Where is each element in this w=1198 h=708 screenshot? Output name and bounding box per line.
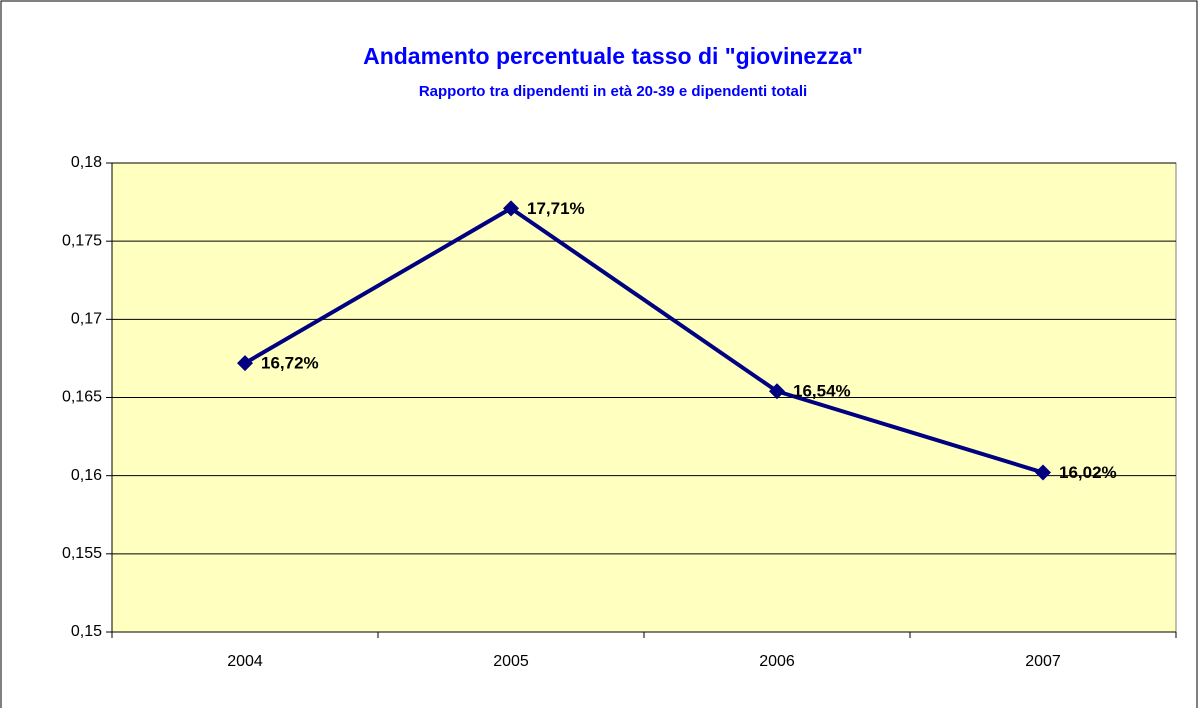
y-tick-label: 0,165 (62, 389, 102, 406)
data-marker (503, 200, 519, 217)
data-label: 16,72% (261, 354, 319, 373)
data-label: 16,54% (793, 382, 851, 401)
data-line (243, 206, 1044, 475)
y-tick-label: 0,16 (71, 467, 102, 484)
data-marker (769, 383, 785, 400)
data-label: 16,02% (1059, 463, 1117, 482)
y-tick-label: 0,155 (62, 545, 102, 562)
chart-subtitle: Rapporto tra dipendenti in età 20-39 e d… (419, 83, 807, 100)
chart-title: Andamento percentuale tasso di "giovinez… (363, 43, 863, 69)
y-tick-label: 0,15 (71, 623, 102, 640)
x-tick-label: 2007 (1025, 653, 1061, 670)
data-marker (1035, 464, 1051, 481)
y-tick-label: 0,175 (62, 232, 102, 249)
y-tick-label: 0,17 (71, 311, 102, 328)
x-tick-label: 2004 (227, 653, 263, 670)
x-tick-label: 2005 (493, 653, 529, 670)
x-tick-label: 2006 (759, 653, 795, 670)
data-marker (237, 355, 253, 372)
y-tick-label: 0,18 (71, 154, 102, 171)
data-label: 17,71% (527, 199, 585, 218)
